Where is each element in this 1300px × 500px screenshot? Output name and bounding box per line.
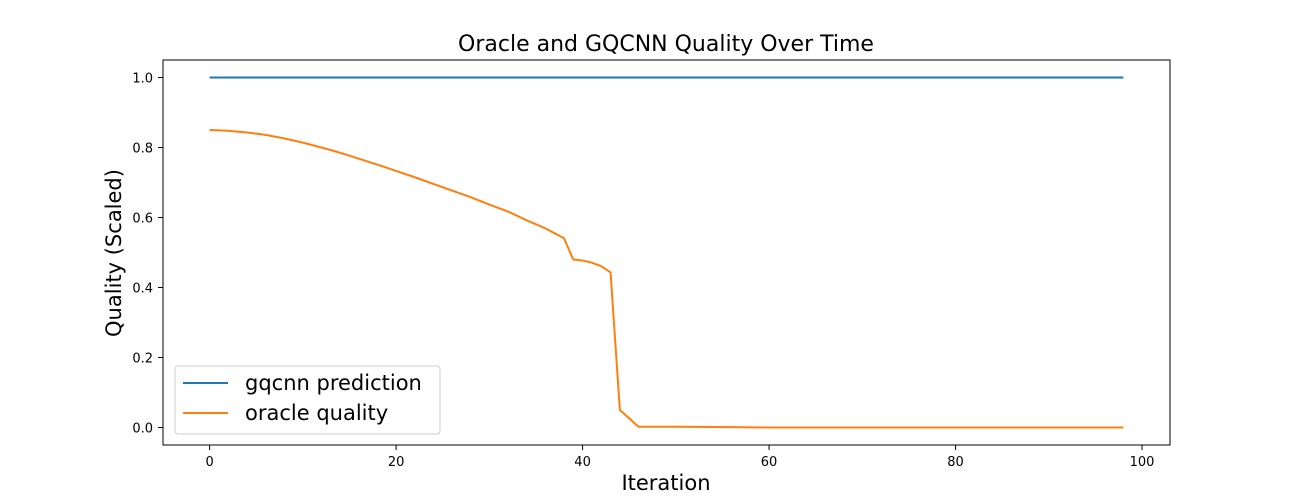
legend: gqcnn prediction oracle quality: [174, 365, 441, 435]
x-axis: 0 20 40 60 80 100: [205, 445, 1154, 470]
y-axis: 0.0 0.2 0.4 0.6 0.8 1.0: [132, 72, 163, 437]
legend-label-gqcnn-prediction: gqcnn prediction: [245, 371, 422, 395]
x-tick-label: 20: [388, 455, 405, 470]
y-tick-label: 0.8: [132, 142, 153, 157]
y-tick-label: 1.0: [132, 72, 153, 87]
y-tick-label: 0.2: [132, 352, 153, 367]
x-tick-label: 40: [574, 455, 591, 470]
y-axis-label: Quality (Scaled): [102, 169, 126, 337]
x-axis-label: Iteration: [621, 471, 710, 495]
chart-title: Oracle and GQCNN Quality Over Time: [458, 32, 874, 57]
x-tick-label: 0: [205, 455, 213, 470]
series-layer: [209, 76, 1124, 429]
legend-box: [174, 365, 441, 435]
y-tick-label: 0.6: [132, 212, 153, 227]
y-tick-label: 0.4: [132, 282, 153, 297]
series-line-oracle-quality: [209, 129, 1124, 429]
x-tick-label: 100: [1130, 455, 1155, 470]
x-tick-label: 80: [947, 455, 964, 470]
legend-label-oracle-quality: oracle quality: [245, 401, 388, 425]
y-tick-label: 0.0: [132, 422, 153, 437]
plot-frame: [162, 59, 1171, 446]
x-tick-label: 60: [761, 455, 778, 470]
